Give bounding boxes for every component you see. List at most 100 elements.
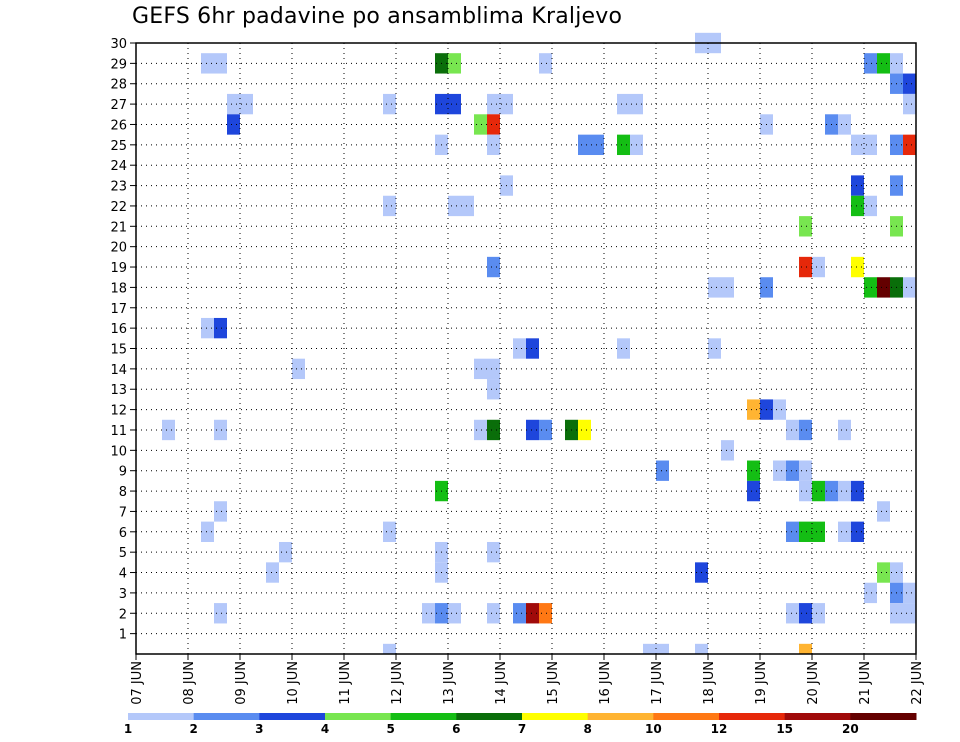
heatmap-cell xyxy=(708,277,721,298)
heatmap-cell xyxy=(786,419,799,441)
colorbar-label: 20 xyxy=(842,722,859,736)
x-tick-label: 12 JUN xyxy=(390,661,405,705)
heatmap-cell xyxy=(877,277,890,298)
heatmap-cell xyxy=(448,603,461,624)
y-tick-label: 12 xyxy=(110,404,127,419)
colorbar-swatch xyxy=(456,713,523,720)
heatmap-cell xyxy=(643,643,656,654)
heatmap-cell xyxy=(903,73,916,94)
y-tick-label: 17 xyxy=(110,302,127,317)
heatmap-cell xyxy=(864,277,877,298)
heatmap-cell xyxy=(383,521,396,542)
heatmap-cell xyxy=(838,480,851,502)
heatmap-cell xyxy=(487,419,500,441)
heatmap-cell xyxy=(721,440,734,461)
colorbar-label: 5 xyxy=(386,722,394,736)
y-tick-label: 18 xyxy=(110,281,127,296)
heatmap-cell xyxy=(708,338,721,359)
colorbar-swatch xyxy=(653,713,720,720)
heatmap-cell xyxy=(877,53,890,74)
heatmap-cell xyxy=(214,317,227,339)
heatmap-cell xyxy=(474,114,487,135)
heatmap-cell xyxy=(539,603,552,624)
heatmap-cell xyxy=(201,53,214,74)
colorbar-swatch xyxy=(259,713,326,720)
colorbar-swatch xyxy=(193,713,260,720)
y-tick-label: 14 xyxy=(110,363,127,378)
colorbar-label: 10 xyxy=(645,722,662,736)
heatmap-cell xyxy=(656,460,669,481)
y-tick-label: 3 xyxy=(119,587,127,602)
heatmap-cell xyxy=(266,562,279,583)
x-tick-label: 14 JUN xyxy=(494,661,509,705)
x-tick-label: 18 JUN xyxy=(702,661,717,705)
heatmap-cell xyxy=(799,256,812,278)
x-tick-label: 07 JUN xyxy=(130,661,145,705)
colorbar-swatch xyxy=(719,713,786,720)
x-tick-label: 10 JUN xyxy=(286,661,301,705)
x-tick-label: 09 JUN xyxy=(234,661,249,705)
x-tick-label: 19 JUN xyxy=(754,661,769,705)
colorbar-swatch xyxy=(850,713,917,720)
heatmap-cell xyxy=(903,134,916,156)
heatmap-cell xyxy=(474,358,487,380)
y-tick-label: 13 xyxy=(110,383,127,398)
colorbar-label: 6 xyxy=(452,722,460,736)
y-tick-label: 29 xyxy=(110,57,127,72)
heatmap-cell xyxy=(903,582,916,604)
heatmap-cell xyxy=(799,521,812,542)
heatmap-cell xyxy=(903,93,916,115)
y-tick-label: 1 xyxy=(119,628,127,643)
y-tick-label: 19 xyxy=(110,261,127,276)
heatmap-cell xyxy=(227,114,240,135)
x-tick-label: 11 JUN xyxy=(338,661,353,705)
heatmap-cell xyxy=(812,603,825,624)
heatmap-cell xyxy=(903,277,916,298)
y-tick-label: 28 xyxy=(110,78,127,93)
heatmap-cell xyxy=(656,643,669,654)
heatmap-cell xyxy=(773,460,786,481)
heatmap-cell xyxy=(201,521,214,542)
heatmap-cell xyxy=(838,419,851,441)
y-tick-label: 8 xyxy=(119,485,127,500)
heatmap-cell xyxy=(214,53,227,74)
heatmap-cell xyxy=(487,358,500,380)
chart-title: GEFS 6hr padavine po ansamblima Kraljevo xyxy=(132,4,623,29)
x-tick-label: 20 JUN xyxy=(806,661,821,705)
y-tick-label: 9 xyxy=(119,465,127,480)
heatmap-cell xyxy=(201,317,214,339)
y-tick-label: 26 xyxy=(110,118,127,133)
heatmap-cell xyxy=(448,93,461,115)
y-tick-label: 23 xyxy=(110,180,127,195)
heatmap-cell xyxy=(838,521,851,542)
heatmap-cell xyxy=(617,93,630,115)
colorbar-label: 15 xyxy=(776,722,793,736)
heatmap-cell xyxy=(461,195,474,217)
colorbar-label: 1 xyxy=(124,722,132,736)
y-tick-label: 30 xyxy=(110,37,127,52)
heatmap-cell xyxy=(799,460,812,481)
heatmap-cell xyxy=(721,277,734,298)
heatmap-cell xyxy=(747,399,760,420)
heatmap-cell xyxy=(799,419,812,441)
x-tick-label: 15 JUN xyxy=(546,661,561,705)
heatmap-cell xyxy=(851,134,864,156)
heatmap-cell xyxy=(812,521,825,542)
heatmap-cell xyxy=(799,480,812,502)
heatmap-cell xyxy=(214,603,227,624)
y-tick-label: 2 xyxy=(119,607,127,622)
heatmap-cell xyxy=(487,134,500,156)
heatmap-cell xyxy=(747,480,760,502)
heatmap-cell xyxy=(799,643,812,654)
heatmap-cell xyxy=(513,603,526,624)
heatmap-cell xyxy=(617,338,630,359)
heatmap-cell xyxy=(383,93,396,115)
x-tick-label: 17 JUN xyxy=(650,661,665,705)
heatmap-cell xyxy=(422,603,435,624)
heatmap-cell xyxy=(903,603,916,624)
heatmap-cell xyxy=(448,195,461,217)
colorbar-swatch xyxy=(128,713,195,720)
heatmap-cell xyxy=(773,399,786,420)
heatmap-cell xyxy=(864,195,877,217)
heatmap-cell xyxy=(526,338,539,359)
